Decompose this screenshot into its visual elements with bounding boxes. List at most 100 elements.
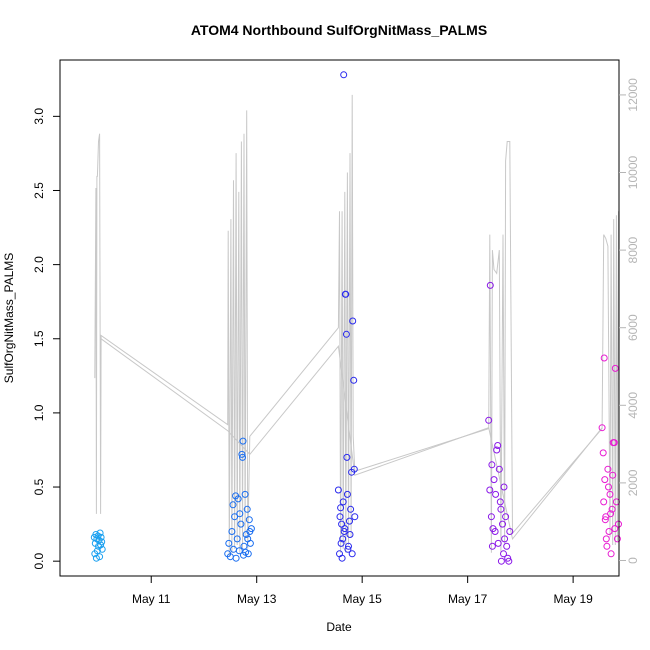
data-point: [492, 490, 500, 498]
x-tick-label: May 19: [553, 592, 593, 606]
right-tick-label: 12000: [626, 78, 640, 112]
data-point: [602, 535, 610, 543]
data-point: [236, 510, 244, 518]
data-point: [340, 528, 348, 535]
data-point: [485, 416, 493, 424]
data-point: [502, 513, 510, 521]
right-tick-label: 6000: [626, 314, 640, 341]
data-point: [488, 461, 496, 469]
data-point: [601, 476, 609, 484]
data-point: [245, 516, 253, 524]
data-point: [242, 548, 250, 556]
altitude-series: [94, 94, 619, 557]
data-point: [346, 531, 354, 538]
data-point: [98, 545, 106, 553]
transit-connector-line: [100, 338, 603, 541]
data-point: [345, 542, 352, 550]
data-point: [611, 364, 619, 372]
data-point: [340, 71, 348, 79]
x-axis: May 11 May 13 May 15 May 17 May 19: [132, 576, 593, 606]
transit-line: [100, 338, 603, 541]
data-point: [499, 520, 506, 528]
data-point: [336, 513, 344, 521]
data-point: [347, 505, 355, 513]
y-tick-label: 1.0: [32, 404, 46, 421]
data-point: [334, 486, 342, 494]
data-point: [603, 542, 611, 550]
data-point: [344, 545, 352, 553]
point-group-2: [224, 437, 255, 562]
y-tick-label: 2.5: [32, 182, 46, 199]
data-point: [237, 520, 245, 528]
data-point: [232, 554, 240, 562]
y-tick-label: 0.5: [32, 478, 46, 495]
data-point: [92, 531, 100, 538]
x-tick-label: May 17: [448, 592, 488, 606]
data-point: [337, 539, 345, 547]
data-point: [488, 542, 496, 550]
data-point: [493, 446, 501, 454]
x-axis-label: Date: [326, 620, 352, 634]
data-point: [96, 553, 104, 561]
data-point: [599, 449, 607, 457]
data-point: [496, 498, 504, 506]
right-tick-label: 2000: [626, 469, 640, 496]
data-point: [97, 533, 105, 541]
data-point: [231, 513, 239, 521]
data-point: [343, 490, 351, 498]
plot-frame: [59, 59, 620, 577]
data-point: [337, 504, 345, 512]
data-point: [495, 465, 503, 473]
data-point: [487, 513, 495, 521]
data-point: [233, 535, 241, 543]
data-point: [240, 542, 248, 550]
data-point: [611, 525, 619, 533]
y-axis-label: SulfOrgNitMass_PALMS: [2, 253, 16, 383]
point-group-4: [485, 281, 514, 565]
data-point: [239, 437, 247, 445]
data-point: [343, 453, 351, 461]
data-point: [608, 505, 616, 513]
data-point: [494, 539, 502, 547]
data-point: [246, 528, 254, 535]
right-tick-label: 10000: [626, 155, 640, 189]
data-point: [500, 550, 507, 558]
scatter-points: [90, 71, 622, 565]
x-tick-label: May 13: [237, 592, 277, 606]
data-point: [497, 505, 505, 513]
y-tick-label: 0.0: [32, 553, 46, 570]
data-point: [348, 550, 356, 558]
data-point: [350, 376, 358, 384]
data-point: [489, 525, 497, 533]
data-point: [606, 490, 614, 498]
right-tick-label: 4000: [626, 392, 640, 419]
data-point: [338, 554, 346, 562]
x-tick-label: May 11: [132, 592, 171, 606]
data-point: [500, 483, 508, 491]
data-point: [346, 517, 353, 525]
data-point: [501, 535, 509, 543]
right-tick-label: 8000: [626, 236, 640, 263]
data-point: [341, 525, 349, 533]
data-point: [503, 542, 511, 550]
data-point: [342, 330, 350, 338]
data-point: [604, 465, 612, 473]
data-point: [349, 317, 357, 325]
data-point: [490, 476, 498, 484]
x-tick-label: May 15: [342, 592, 382, 606]
data-point: [504, 554, 512, 562]
y-tick-label: 2.0: [32, 256, 46, 273]
data-point: [238, 450, 246, 458]
data-point: [605, 483, 612, 491]
data-point: [605, 528, 613, 535]
y-tick-label: 1.5: [32, 330, 46, 347]
data-point: [241, 490, 249, 498]
data-point: [600, 498, 608, 506]
data-point: [239, 453, 246, 461]
data-point: [96, 529, 104, 537]
chart-title: ATOM4 Northbound SulfOrgNitMass_PALMS: [191, 22, 487, 38]
data-point: [244, 535, 252, 543]
point-group-5: [598, 354, 622, 558]
data-point: [339, 498, 347, 506]
